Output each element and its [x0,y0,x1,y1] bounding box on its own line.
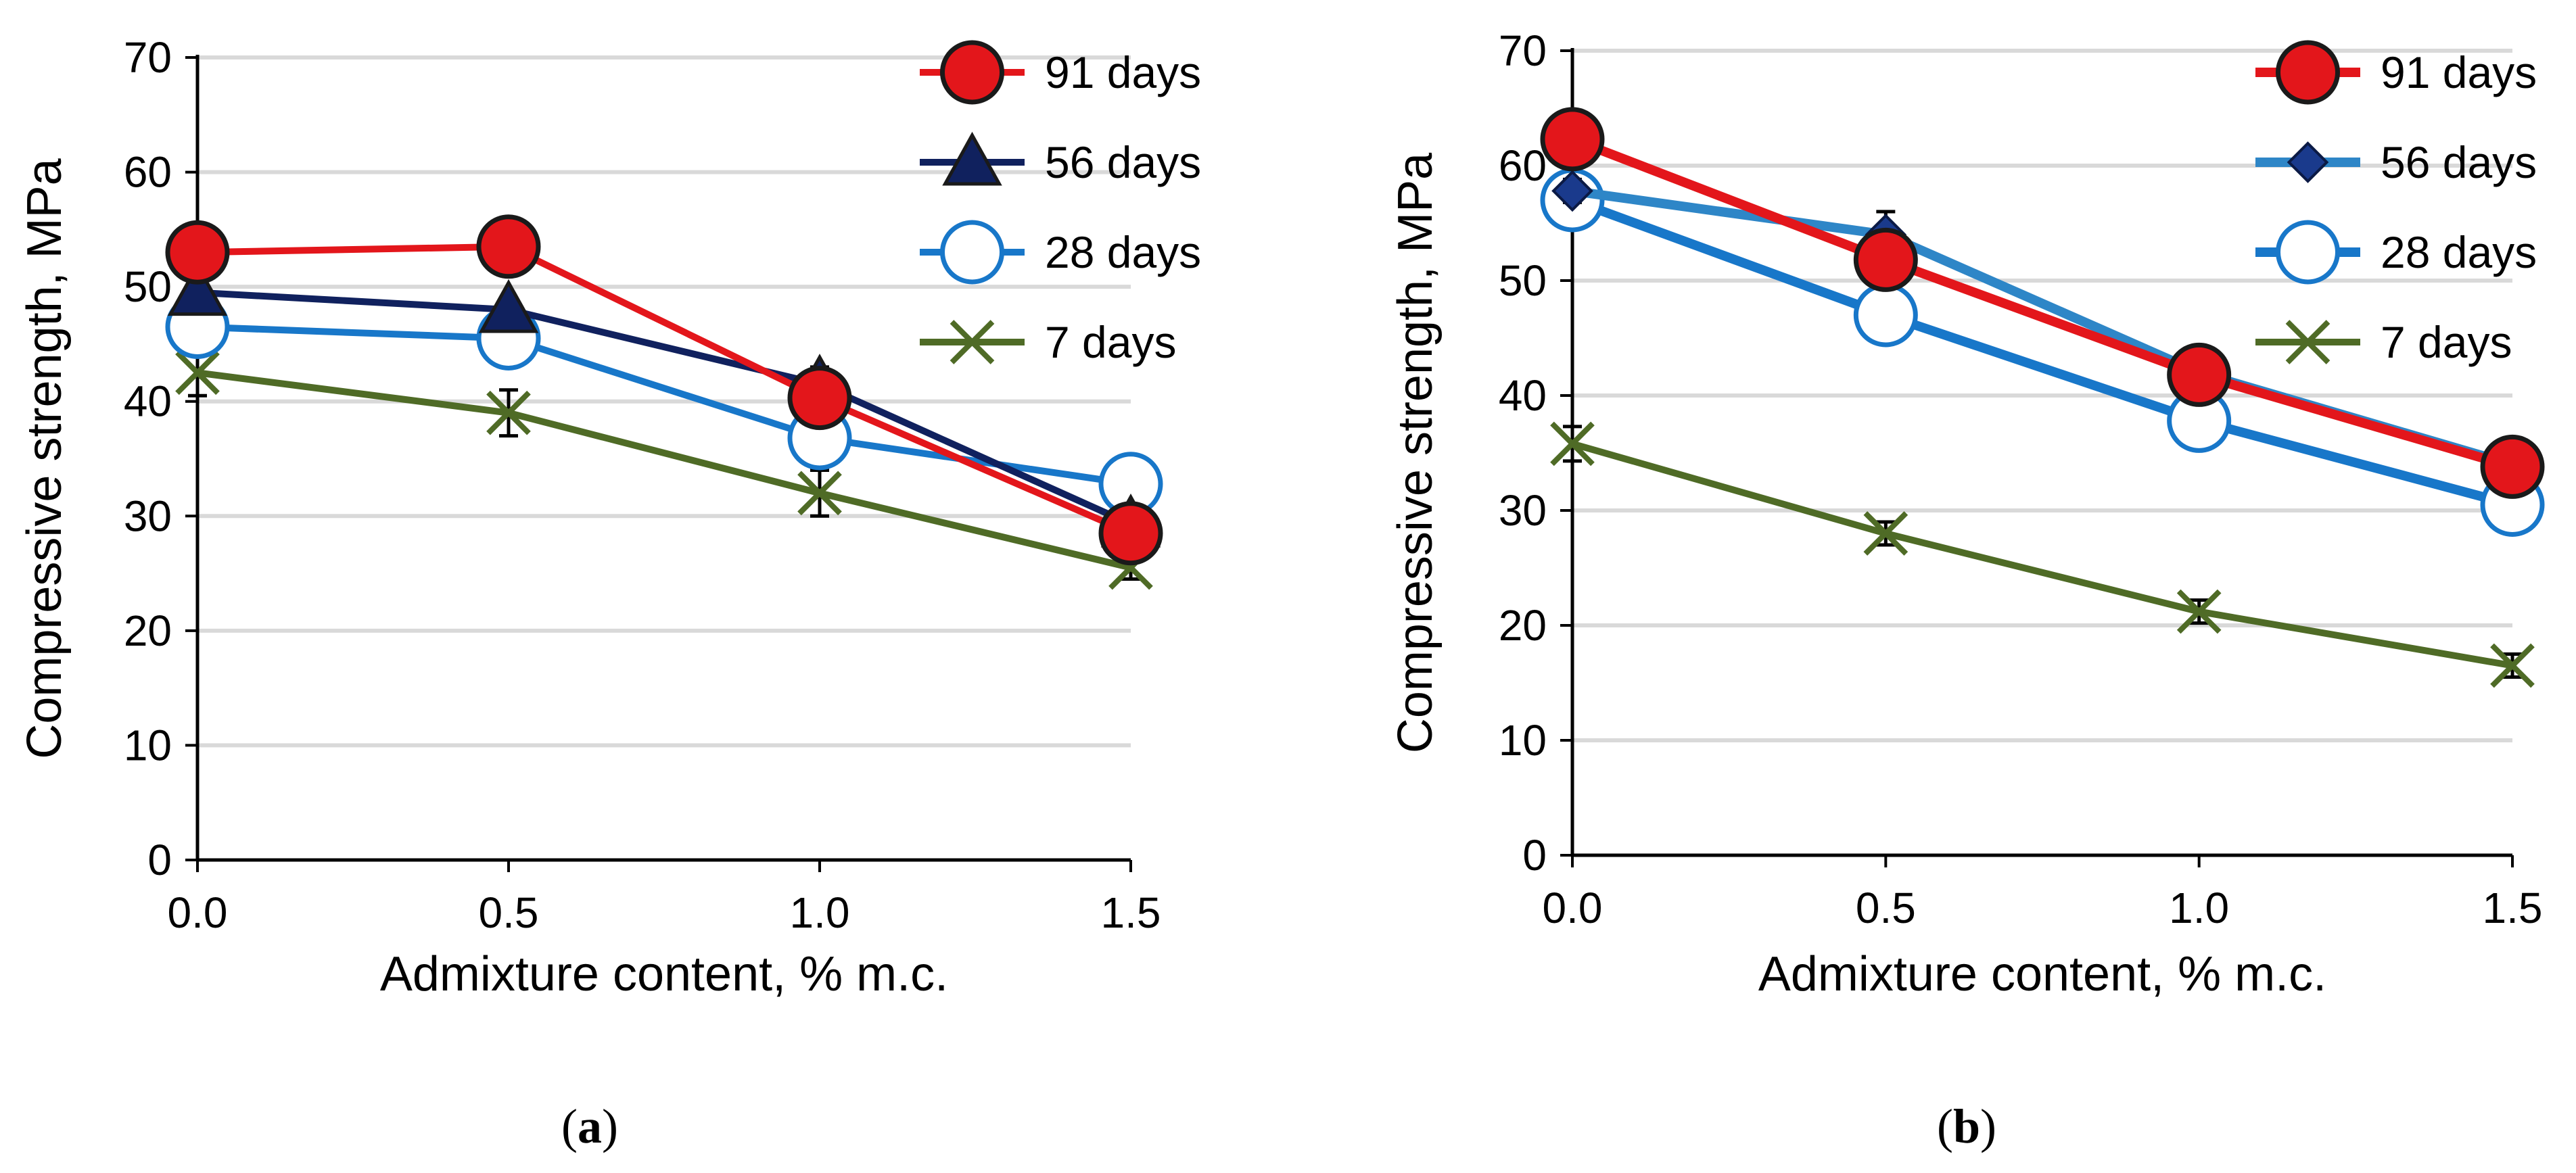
data-point [167,262,228,316]
y-tick-label: 20 [1499,601,1547,650]
chart-panel-a: 0 10 20 30 40 50 60 70 0.0 0.5 1.0 1.5 Admixture con… [18,33,1201,1153]
legend-marker [2276,220,2340,285]
legend-item: 7 days [2255,317,2512,367]
data-point [1853,283,1918,348]
x-tick-label: 0.5 [479,888,539,937]
y-tick-label: 40 [124,377,172,426]
data-point [1863,511,1908,556]
data-point [1550,421,1595,466]
data-point [476,214,541,279]
data-point [486,390,531,435]
y-tick-label: 50 [124,262,172,311]
panel-caption: (a) [561,1099,618,1153]
data-point [2480,434,2545,499]
x-axis-title: Admixture content, % m.c. [380,947,948,1001]
y-tick-label: 0 [1522,831,1547,880]
chart-panel-b: 0 10 20 30 40 50 60 70 0.0 0.5 1.0 1.5 Admixture con… [1388,26,2545,1153]
y-axis-title: Compressive strength, MPa [1388,152,1443,753]
y-axis-title: Compressive strength, MPa [18,158,72,759]
legend-label: 91 days [1045,47,1201,97]
data-point [2490,643,2535,688]
legend-marker [940,40,1004,105]
y-tick-label: 60 [1499,141,1547,190]
data-point [478,279,539,333]
series-line [1570,195,2514,510]
x-tick-label: 0.5 [1856,884,1916,932]
data-point [2176,589,2222,634]
legend-item: 56 days [2255,137,2537,187]
legend-label: 7 days [1045,317,1176,367]
data-point [2167,342,2232,407]
y-tick-label: 10 [124,721,172,769]
y-tick-label: 40 [1499,371,1547,420]
x-tick-label: 1.5 [2483,884,2543,932]
y-tick-label: 50 [1499,256,1547,305]
legend-item: 28 days [2255,220,2537,285]
legend: 91 days 56 days 28 days 7 days [2255,40,2537,367]
x-tick-label: 1.0 [2169,884,2229,932]
legend-item: 7 days [920,317,1176,367]
legend-label: 28 days [2381,227,2537,277]
legend-marker [940,220,1004,285]
legend-label: 56 days [2381,137,2537,187]
series-56-days [167,262,1161,548]
series-7-days [175,348,1153,590]
y-tick-label: 30 [1499,486,1547,535]
series-91-days [1540,107,2545,499]
series-line [1571,440,2513,669]
legend-marker [950,320,995,364]
legend-label: 91 days [2381,47,2537,97]
data-point [1551,170,1593,212]
legend-item: 91 days [920,40,1201,105]
y-tick-label: 10 [1499,716,1547,765]
series-line [1570,135,2514,472]
data-point [1098,501,1163,566]
y-tick-label: 70 [1499,26,1547,75]
legend-item: 28 days [920,220,1201,285]
series-line [197,323,1131,487]
legend-label: 28 days [1045,227,1201,277]
series-line [197,243,1132,537]
y-tick-label: 60 [124,148,172,197]
panel-caption: (b) [1937,1099,1996,1153]
x-tick-label: 0.0 [1543,884,1603,932]
data-point [787,366,852,431]
legend-label: 56 days [1045,137,1201,187]
legend-marker [2285,320,2331,364]
series-line [197,289,1133,527]
series-7-days [1550,421,2535,688]
series-line [197,369,1132,571]
data-point [797,471,842,516]
x-axis-title: Admixture content, % m.c. [1758,947,2326,1001]
legend-marker [942,131,1002,186]
data-point [165,220,230,285]
legend-item: 91 days [2255,40,2537,105]
legend: 91 days 56 days 28 days 7 days [920,40,1201,367]
y-tick-label: 70 [124,33,172,82]
data-point [1853,227,1918,292]
x-tick-label: 0.0 [168,888,228,937]
x-tick-label: 1.0 [790,888,850,937]
data-point [175,350,220,396]
x-tick-label: 1.5 [1101,888,1161,937]
series-91-days [165,214,1163,566]
y-tick-label: 20 [124,606,172,655]
legend-label: 7 days [2381,317,2512,367]
legend-marker [2276,40,2340,105]
y-tick-label: 30 [124,492,172,540]
data-point [1540,107,1605,172]
legend-marker [2287,141,2329,183]
y-tick-label: 0 [147,836,172,884]
legend-item: 56 days [920,131,1201,187]
